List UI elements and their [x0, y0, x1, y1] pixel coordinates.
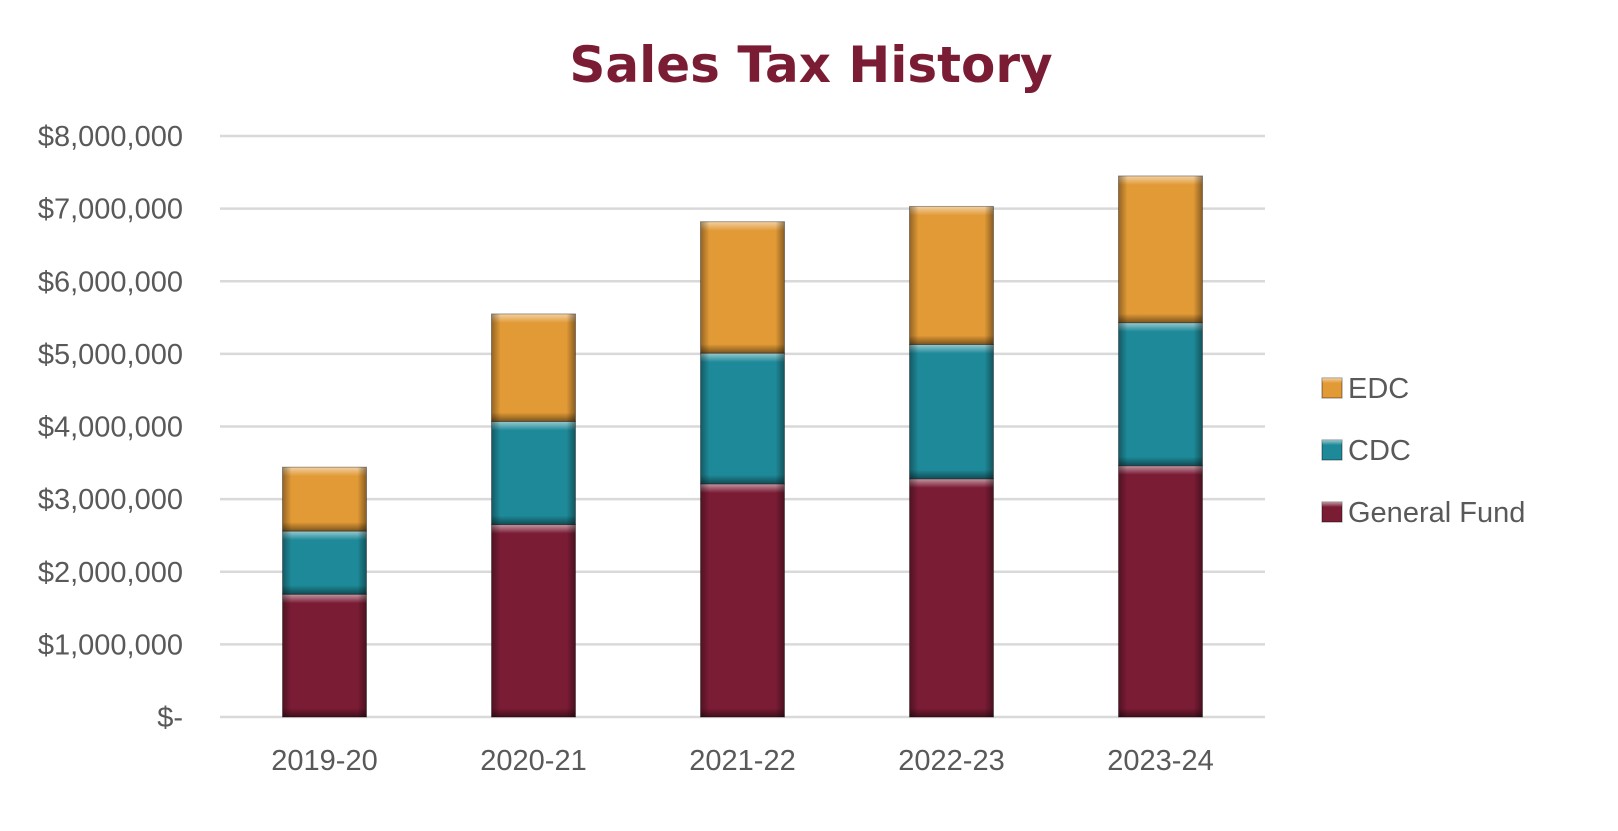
y-tick-label: $5,000,000	[38, 339, 183, 371]
bar-segment	[700, 483, 785, 718]
y-tick-label: $3,000,000	[38, 484, 183, 516]
bar-segment	[700, 352, 785, 485]
y-axis-ticks: $- $1,000,000 $2,000,000 $3,000,000 $4,000,0…	[38, 121, 183, 734]
bar-segment	[491, 524, 576, 718]
bar-segment	[1118, 322, 1203, 467]
x-tick-label: 2019-20	[271, 745, 377, 777]
legend-label: General Fund	[1348, 497, 1525, 529]
x-tick-label: 2020-21	[480, 745, 586, 777]
bar-segment	[491, 420, 576, 526]
legend-item: EDC	[1321, 373, 1409, 405]
bar-segment	[282, 466, 367, 532]
y-tick-label: $4,000,000	[38, 412, 183, 444]
legend: EDC CDC General Fund	[1321, 373, 1525, 529]
y-tick-label: $1,000,000	[38, 629, 183, 661]
y-tick-label: $-	[157, 702, 183, 734]
bars	[282, 175, 1203, 718]
bar-segment	[491, 313, 576, 422]
x-tick-label: 2022-23	[898, 745, 1004, 777]
legend-item: CDC	[1321, 435, 1411, 467]
legend-label: CDC	[1348, 435, 1411, 467]
x-tick-label: 2023-24	[1107, 745, 1213, 777]
y-tick-label: $2,000,000	[38, 557, 183, 589]
bar-segment	[1118, 175, 1203, 324]
bar-segment	[282, 530, 367, 595]
x-tick-label: 2021-22	[689, 745, 795, 777]
bar-segment	[700, 221, 785, 354]
y-tick-label: $7,000,000	[38, 194, 183, 226]
bar-segment	[1118, 465, 1203, 718]
bar-segment	[909, 343, 994, 480]
y-tick-label: $6,000,000	[38, 266, 183, 298]
legend-item: General Fund	[1321, 497, 1525, 529]
chart-title: Sales Tax History	[569, 36, 1052, 94]
legend-label: EDC	[1348, 373, 1409, 405]
bar-segment	[909, 478, 994, 718]
x-axis-ticks: 2019-20 2020-21 2021-22 2022-23 2023-24	[271, 745, 1213, 777]
y-tick-label: $8,000,000	[38, 121, 183, 153]
bar-segment	[909, 205, 994, 345]
bar-segment	[282, 593, 367, 718]
